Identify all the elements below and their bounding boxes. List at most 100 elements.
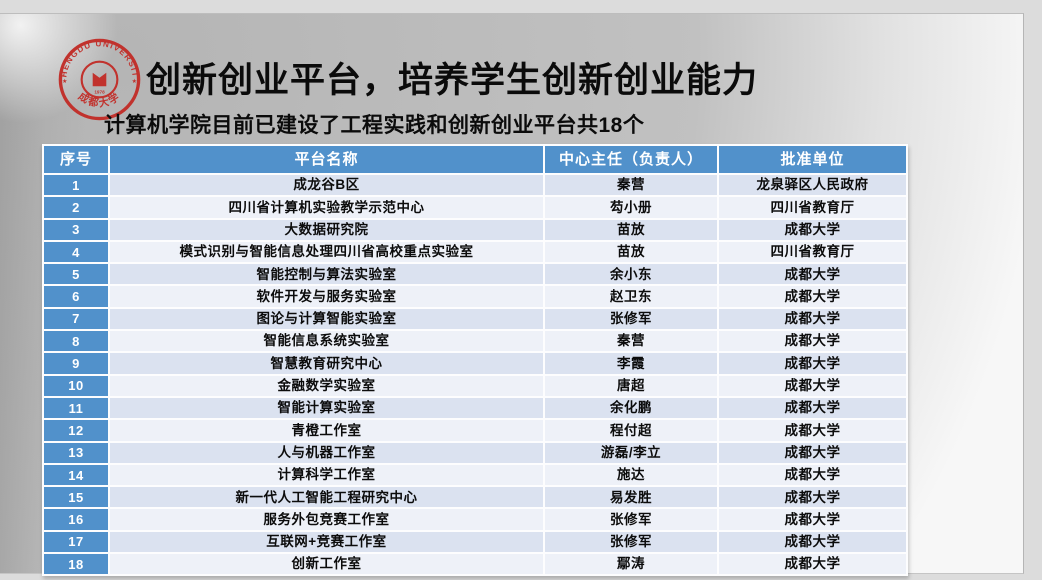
platform-name: 智慧教育研究中心 [110,353,543,374]
row-number: 17 [44,531,108,553]
director-name: 赵卫东 [545,286,717,307]
table-row: 15 新一代人工智能工程研究中心 易发胜 成都大学 [44,487,906,508]
approving-unit: 成都大学 [719,420,906,441]
table-row: 5 智能控制与算法实验室 余小东 成都大学 [44,264,906,285]
approving-unit: 龙泉驿区人民政府 [719,175,906,196]
director-name: 张修军 [545,531,717,553]
row-number: 5 [44,264,108,285]
university-seal-icon: CHENGDU UNIVERSITY 成都大学 1978 ★ ★ [57,37,141,121]
director-name: 苗放 [545,241,717,263]
approving-unit: 成都大学 [719,554,906,575]
approving-unit: 成都大学 [719,308,906,330]
platform-name: 智能信息系统实验室 [110,331,543,352]
table-row: 18 创新工作室 鄢涛 成都大学 [44,554,906,575]
seal-emblem [92,72,107,87]
director-name: 余化鹏 [545,397,717,419]
approving-unit: 成都大学 [719,397,906,419]
row-number: 18 [44,554,108,575]
seal-year: 1978 [94,90,105,95]
row-number: 9 [44,353,108,374]
director-name: 游磊/李立 [545,442,717,463]
approving-unit: 四川省教育厅 [719,197,906,218]
svg-text:CHENGDU UNIVERSITY: CHENGDU UNIVERSITY [57,37,140,78]
approving-unit: 成都大学 [719,509,906,530]
seal-arc-text: CHENGDU UNIVERSITY [57,37,138,78]
platform-table: 序号 平台名称 中心主任（负责人） 批准单位 1 成龙谷B区 秦营 龙泉驿区人民政府 2… [42,144,908,577]
table-row: 1 成龙谷B区 秦营 龙泉驿区人民政府 [44,175,906,196]
director-name: 易发胜 [545,487,717,508]
svg-text:★: ★ [62,78,67,85]
column-header-index: 序号 [44,146,108,173]
table-row: 14 计算科学工作室 施达 成都大学 [44,464,906,486]
slide-canvas: CHENGDU UNIVERSITY 成都大学 1978 ★ ★ 创新创业平台，… [0,13,1024,577]
director-name: 苗放 [545,219,717,240]
director-name: 张修军 [545,308,717,330]
approving-unit: 四川省教育厅 [719,241,906,263]
table-row: 16 服务外包竞赛工作室 张修军 成都大学 [44,509,906,530]
page-subtitle: 计算机学院目前已建设了工程实践和创新创业平台共18个 [104,114,645,137]
platform-name: 软件开发与服务实验室 [110,286,543,307]
approving-unit: 成都大学 [719,375,906,396]
platform-name: 大数据研究院 [110,219,543,240]
table-row: 2 四川省计算机实验教学示范中心 芶小册 四川省教育厅 [44,197,906,218]
approving-unit: 成都大学 [719,353,906,374]
platform-name: 模式识别与智能信息处理四川省高校重点实验室 [110,241,543,263]
platform-name: 服务外包竞赛工作室 [110,509,543,530]
platform-name: 互联网+竞赛工作室 [110,531,543,553]
table-row: 6 软件开发与服务实验室 赵卫东 成都大学 [44,286,906,307]
row-number: 14 [44,464,108,486]
director-name: 余小东 [545,264,717,285]
table-row: 4 模式识别与智能信息处理四川省高校重点实验室 苗放 四川省教育厅 [44,241,906,263]
table-row: 3 大数据研究院 苗放 成都大学 [44,219,906,240]
approving-unit: 成都大学 [719,286,906,307]
row-number: 13 [44,442,108,463]
platform-name: 智能控制与算法实验室 [110,264,543,285]
table-row: 9 智慧教育研究中心 李霞 成都大学 [44,353,906,374]
platform-name: 新一代人工智能工程研究中心 [110,487,543,508]
platform-name: 四川省计算机实验教学示范中心 [110,197,543,218]
approving-unit: 成都大学 [719,464,906,486]
row-number: 7 [44,308,108,330]
platform-name: 图论与计算智能实验室 [110,308,543,330]
director-name: 芶小册 [545,197,717,218]
platform-name: 青橙工作室 [110,420,543,441]
approving-unit: 成都大学 [719,442,906,463]
platform-name: 计算科学工作室 [110,464,543,486]
row-number: 16 [44,509,108,530]
row-number: 10 [44,375,108,396]
approving-unit: 成都大学 [719,531,906,553]
row-number: 3 [44,219,108,240]
row-number: 12 [44,420,108,441]
table-row: 17 互联网+竞赛工作室 张修军 成都大学 [44,531,906,553]
director-name: 鄢涛 [545,554,717,575]
director-name: 秦营 [545,331,717,352]
page-title: 创新创业平台，培养学生创新创业能力 [146,61,759,100]
table-row: 7 图论与计算智能实验室 张修军 成都大学 [44,308,906,330]
director-name: 程付超 [545,420,717,441]
column-header-platform: 平台名称 [110,146,543,173]
column-header-director: 中心主任（负责人） [545,146,717,173]
column-header-approver: 批准单位 [719,146,906,173]
table-row: 10 金融数学实验室 唐超 成都大学 [44,375,906,396]
platform-name: 成龙谷B区 [110,175,543,196]
table-header-row: 序号 平台名称 中心主任（负责人） 批准单位 [44,146,906,173]
row-number: 6 [44,286,108,307]
table-row: 11 智能计算实验室 余化鹏 成都大学 [44,397,906,419]
platform-name: 人与机器工作室 [110,442,543,463]
row-number: 2 [44,197,108,218]
director-name: 李霞 [545,353,717,374]
director-name: 秦营 [545,175,717,196]
platform-name: 金融数学实验室 [110,375,543,396]
table-row: 12 青橙工作室 程付超 成都大学 [44,420,906,441]
table-row: 13 人与机器工作室 游磊/李立 成都大学 [44,442,906,463]
row-number: 1 [44,175,108,196]
table-row: 8 智能信息系统实验室 秦营 成都大学 [44,331,906,352]
approving-unit: 成都大学 [719,264,906,285]
platform-name: 创新工作室 [110,554,543,575]
approving-unit: 成都大学 [719,331,906,352]
approving-unit: 成都大学 [719,219,906,240]
row-number: 11 [44,397,108,419]
director-name: 张修军 [545,509,717,530]
director-name: 施达 [545,464,717,486]
